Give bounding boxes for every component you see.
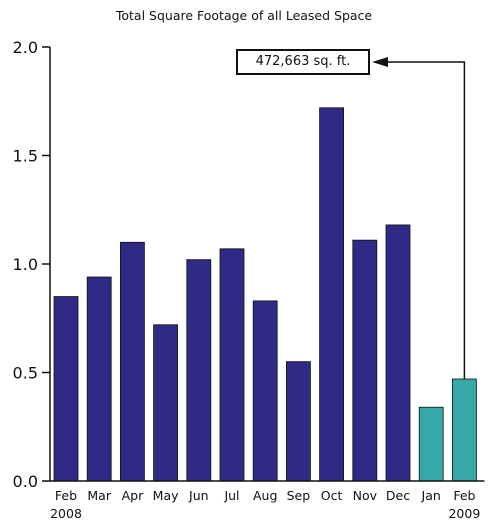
bar [352,239,378,482]
x-tick-label: Aug [253,488,277,503]
x-tick-label: Feb [453,488,475,503]
x-tick-label: Jan [421,488,441,503]
y-tick-label: 0.0 [13,472,38,491]
bar [120,241,145,482]
bar [186,259,212,482]
y-tick-label: 1.5 [13,147,38,166]
annotation-arrowhead [372,57,388,67]
bar [385,224,411,482]
x-tick-label: Oct [321,488,343,503]
x-tick-label: Mar [87,488,111,503]
annotation-callout: 472,663 sq. ft. [236,49,370,75]
bar [285,361,311,482]
chart-title: Total Square Footage of all Leased Space [115,8,373,23]
bar [153,324,179,482]
y-tick-label: 0.5 [13,364,38,383]
annotation-leader-line [386,61,466,380]
y-tick-label: 2.0 [13,38,38,57]
y-tick-label: 1.0 [13,255,38,274]
x-year-label: 2008 [50,506,82,521]
x-tick-label: Jul [223,488,239,503]
bar [53,296,79,482]
x-tick-label: May [153,488,179,503]
x-year-label: 2009 [448,506,480,521]
bar [451,378,477,482]
x-tick-label: Jun [188,488,209,503]
x-tick-label: Sep [287,488,311,503]
x-tick-label: Nov [353,488,378,503]
x-tick-label: Feb [55,488,77,503]
bar [319,107,345,482]
x-tick-label: Apr [122,488,144,503]
bar [86,276,112,482]
bar [252,300,278,482]
x-tick-label: Dec [386,488,410,503]
bar [219,248,245,482]
bar [418,406,444,482]
